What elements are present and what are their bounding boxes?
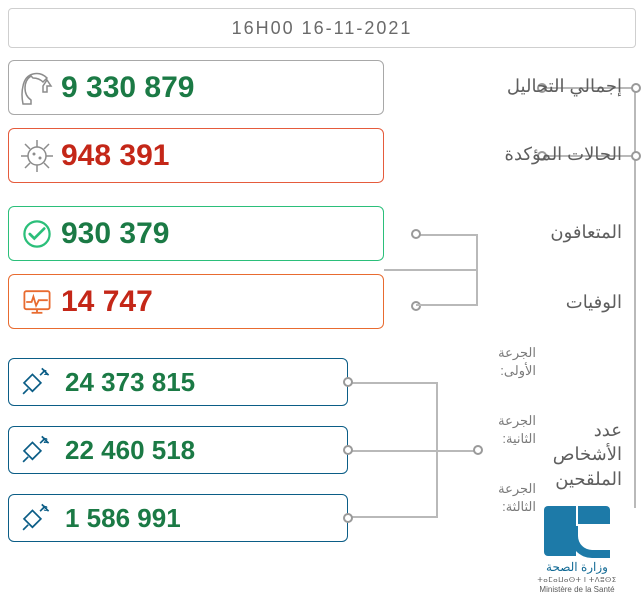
ministry-tifinagh: ⵜⴰⵎⴰⵡⴰⵙⵜ ⵏ ⵜⴷⵓⵙⵉ [537,576,616,584]
bracket-doses [348,370,478,530]
dose2-card: 2 22 460 518 [8,426,348,474]
dose2-value: 22 460 518 [65,435,195,466]
dose3-value: 1 586 991 [65,503,181,534]
timestamp-banner: 16H00 16-11-2021 [8,8,636,48]
ministry-logo-block: وزارة الصحة ⵜⴰⵎⴰⵡⴰⵙⵜ ⵏ ⵜⴷⵓⵙⵉ Ministère d… [522,506,632,594]
label-deaths: الوفيات [566,290,622,314]
label-dose1: الجرعة الأولى: [468,344,536,379]
ministry-ar: وزارة الصحة [546,560,608,574]
head-profile-icon [15,66,59,110]
virus-icon [15,134,59,178]
deaths-card: 14 747 [8,274,384,329]
dose3-card: 3 1 586 991 [8,494,348,542]
ministry-logo-icon [544,506,610,556]
label-recovered: المتعافون [550,220,622,244]
main-panel: 9 330 879 948 391 930 379 14 747 1 24 37… [8,60,636,520]
tests-value: 9 330 879 [61,71,194,105]
dose1-card: 1 24 373 815 [8,358,348,406]
deaths-value: 14 747 [61,285,153,319]
bracket-recov-deaths [384,220,478,320]
syringe-3-icon: 3 [15,498,55,538]
label-dose2: الجرعة الثانية: [468,412,536,447]
recovered-value: 930 379 [61,217,169,251]
svg-text:2: 2 [44,436,48,445]
spine-line [634,86,636,508]
confirmed-value: 948 391 [61,139,169,173]
timestamp-text: 16H00 16-11-2021 [232,18,413,39]
label-tests: إجمالي التحاليل [507,74,622,98]
label-confirmed: الحالات المؤكدة [505,142,622,166]
ministry-fr: Ministère de la Santé [539,585,614,594]
label-vaccinated: عدد الأشخاص الملقحين [553,418,622,491]
syringe-1-icon: 1 [15,362,55,402]
svg-text:3: 3 [44,504,48,513]
dose1-value: 24 373 815 [65,367,195,398]
recovered-card: 930 379 [8,206,384,261]
confirmed-card: 948 391 [8,128,384,183]
svg-text:1: 1 [44,368,49,377]
syringe-2-icon: 2 [15,430,55,470]
labels-column: إجمالي التحاليل الحالات المؤكدة المتعافو… [468,60,626,520]
check-circle-icon [15,212,59,256]
monitor-icon [15,280,59,324]
tests-card: 9 330 879 [8,60,384,115]
